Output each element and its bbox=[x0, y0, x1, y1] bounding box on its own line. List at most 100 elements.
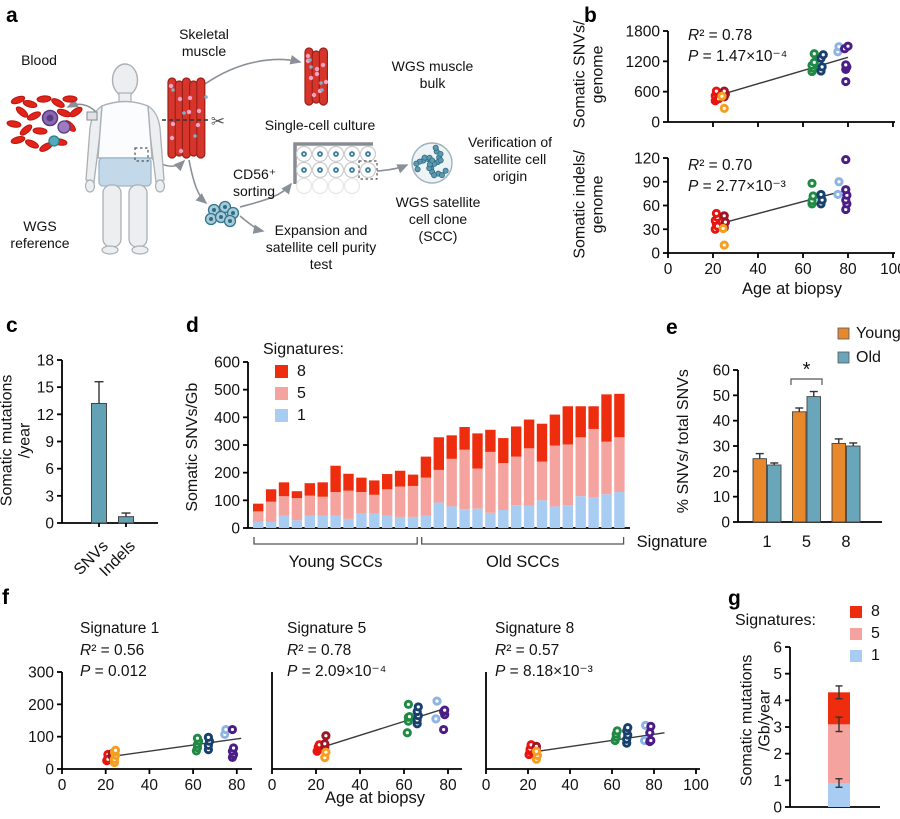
bar-Young-sig8 bbox=[831, 443, 846, 523]
chart-text: 8 bbox=[841, 533, 850, 551]
chart-text: 0 bbox=[268, 777, 277, 794]
flow-arrow bbox=[66, 98, 97, 113]
bar-Old-sig1 bbox=[767, 464, 782, 523]
chart-b_snv: 0 600 1200 1800 R² = 0.78 P = 1.47×10⁻⁴ bbox=[626, 24, 895, 132]
stack-segment bbox=[253, 521, 264, 528]
stack-segment bbox=[562, 505, 573, 528]
chart-f3: 0 20 40 60 80 100 Signature 8 R² = 0.57 P = 8.18… bbox=[482, 620, 710, 794]
stack-segment bbox=[330, 465, 341, 493]
red-blood-cell bbox=[19, 124, 33, 136]
data-point-center bbox=[324, 734, 328, 738]
trend-line bbox=[326, 706, 449, 747]
red-blood-cell bbox=[36, 95, 52, 103]
series-old-79y-purple bbox=[841, 154, 852, 215]
stack-segment bbox=[549, 506, 561, 528]
chart-text: 80 bbox=[228, 777, 246, 794]
muscle-illustration bbox=[304, 47, 329, 106]
stat-text: R² = 0.78 bbox=[287, 642, 351, 659]
data-point-center bbox=[113, 748, 118, 752]
stack-segment bbox=[601, 494, 612, 528]
colony-cell bbox=[421, 154, 428, 161]
red-blood-cell bbox=[10, 136, 26, 144]
stack-segment bbox=[523, 419, 535, 449]
myonucleus-dot bbox=[323, 79, 329, 85]
satellite-cell-dot bbox=[193, 134, 197, 138]
stack-segment bbox=[459, 427, 470, 450]
series-old-78y-purple bbox=[645, 721, 656, 747]
chart-text: 1 bbox=[773, 773, 782, 790]
data-point-center bbox=[722, 106, 726, 110]
chart-text: Age at biopsy bbox=[742, 280, 843, 298]
chart-text: Old SCCs bbox=[486, 553, 559, 571]
stack-segment bbox=[523, 448, 535, 506]
label-wgs-reference: WGS reference bbox=[10, 218, 70, 252]
stack-segment bbox=[485, 451, 496, 513]
chart-text: 40 bbox=[561, 777, 579, 794]
label-wgs-scc: WGS satellite cell clone (SCC) bbox=[395, 194, 481, 245]
stack-segment bbox=[343, 490, 354, 519]
chart-text: 40 bbox=[141, 777, 159, 794]
satellite-cell-dot bbox=[309, 65, 313, 69]
series-young-24y-orange bbox=[320, 747, 331, 763]
chart-f2: 0 20 40 60 80 Age at biopsy Signature 5 R² = 0.… bbox=[268, 620, 462, 807]
stack-segment bbox=[536, 500, 548, 528]
stack-segment bbox=[601, 441, 612, 495]
series-young-24y-orange bbox=[531, 746, 543, 764]
muscle-fiber bbox=[318, 47, 328, 106]
stack-segment bbox=[614, 437, 625, 493]
data-point-center bbox=[722, 214, 726, 218]
red-blood-cell bbox=[10, 95, 26, 105]
biopsy-site-box bbox=[134, 147, 149, 162]
chart-text: 15 bbox=[37, 380, 54, 397]
data-point-center bbox=[846, 44, 850, 48]
series-old-64y-green bbox=[807, 49, 819, 77]
well-cell-center bbox=[335, 169, 337, 171]
stack-segment bbox=[420, 456, 432, 478]
stack-segment bbox=[369, 480, 380, 495]
data-point-center bbox=[534, 749, 539, 753]
stack-segment bbox=[369, 513, 380, 528]
stack-segment bbox=[433, 469, 444, 503]
stack-segment bbox=[394, 486, 406, 517]
satellite-cell-dot bbox=[320, 88, 324, 92]
chart-text: 5 bbox=[871, 625, 880, 642]
stack-segment bbox=[291, 520, 303, 528]
myonucleus-dot bbox=[308, 75, 314, 81]
bar-Young-sig5 bbox=[792, 411, 807, 523]
myonucleus-dot bbox=[177, 96, 183, 102]
data-point-center bbox=[720, 94, 724, 98]
ylabel-b-indel: Somatic indels/ genome bbox=[571, 150, 607, 259]
stack-segment bbox=[343, 473, 354, 491]
data-point-center bbox=[837, 180, 841, 184]
stack-segment bbox=[356, 513, 367, 528]
series-old-68y-navy bbox=[816, 189, 827, 209]
chart-text: 10 bbox=[713, 489, 731, 506]
data-point-center bbox=[406, 702, 410, 706]
myonucleus-dot bbox=[178, 148, 184, 154]
stat-text: R² = 0.57 bbox=[495, 642, 559, 659]
ylabel-g: Somatic mutations /Gb/year bbox=[738, 654, 774, 787]
series-young-24y-orange bbox=[109, 745, 121, 768]
data-point-center bbox=[844, 79, 848, 84]
ylabel-b-snv: Somatic SNVs/ genome bbox=[571, 20, 607, 129]
chart-text: 1200 bbox=[626, 54, 661, 71]
red-blood-cell bbox=[6, 120, 22, 128]
stack-segment bbox=[278, 482, 290, 497]
series-young-25y-orange bbox=[717, 91, 729, 113]
tank-top bbox=[97, 100, 153, 159]
chart-text: 20 bbox=[704, 261, 722, 278]
myonucleus-dot bbox=[186, 109, 192, 115]
label-skeletal-muscle: Skeletal muscle bbox=[179, 26, 229, 60]
panel-letter-f: f bbox=[2, 586, 9, 609]
satellite-cell-dot bbox=[182, 111, 186, 115]
data-point-center bbox=[224, 727, 228, 732]
head bbox=[111, 63, 139, 97]
satellite-cell-dot bbox=[308, 58, 312, 62]
legend-swatch-1 bbox=[275, 409, 288, 422]
red-blood-cell bbox=[69, 106, 83, 118]
trend-line bbox=[114, 737, 242, 757]
well-cell-center bbox=[303, 169, 305, 171]
series-old-66y-navy bbox=[412, 702, 423, 729]
chart-text: 60 bbox=[713, 363, 731, 380]
data-point-center bbox=[405, 731, 409, 735]
